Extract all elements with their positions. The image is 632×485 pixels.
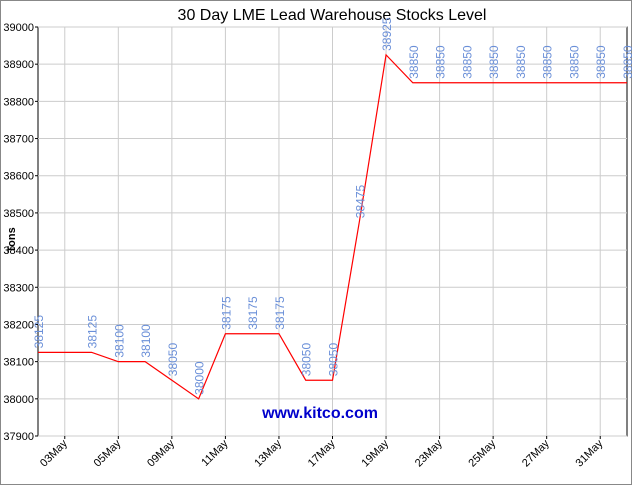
data-label: 38000: [193, 361, 207, 395]
y-tick-label: 38200: [3, 319, 34, 331]
y-tick-label: 38100: [3, 357, 34, 369]
y-tick-label: 38400: [3, 245, 34, 257]
data-label: 38850: [594, 45, 608, 79]
y-tick-label: 38700: [3, 134, 34, 146]
data-label: 38475: [353, 185, 367, 219]
data-label: 38175: [246, 296, 260, 330]
data-label: 38050: [166, 343, 180, 377]
y-tick-label: 37900: [3, 431, 34, 443]
data-label: 38050: [300, 343, 314, 377]
data-label: 38100: [139, 324, 153, 358]
y-axis-label: Tons: [6, 227, 18, 252]
data-label: 38175: [219, 296, 233, 330]
data-label: 38125: [32, 315, 46, 349]
data-label: 38175: [273, 296, 287, 330]
data-label: 38850: [460, 45, 474, 79]
data-label: 38125: [86, 315, 100, 349]
line-series: [38, 53, 627, 400]
y-tick-label: 38000: [3, 394, 34, 406]
data-label: 38850: [487, 45, 501, 79]
data-label: 38850: [541, 45, 555, 79]
y-tick-label: 39000: [3, 22, 34, 34]
data-label: 38850: [407, 45, 421, 79]
data-label: 38050: [327, 343, 341, 377]
y-tick-label: 38600: [3, 171, 34, 183]
y-tick-label: 38900: [3, 59, 34, 71]
y-tick-label: 38500: [3, 208, 34, 220]
data-label: 38100: [112, 324, 126, 358]
data-label: 38850: [514, 45, 528, 79]
data-label: 38850: [434, 45, 448, 79]
y-tick-label: 38300: [3, 282, 34, 294]
data-label: 38850: [567, 45, 581, 79]
y-tick-label: 38800: [3, 96, 34, 108]
data-label: 38850: [621, 45, 632, 79]
data-label: 38925: [380, 17, 394, 51]
watermark: www.kitco.com: [261, 405, 378, 422]
chart-title: 30 Day LME Lead Warehouse Stocks Level: [178, 7, 487, 24]
